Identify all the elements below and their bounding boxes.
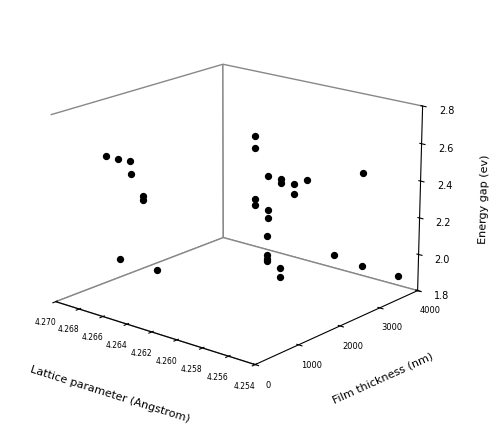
X-axis label: Lattice parameter (Angstrom): Lattice parameter (Angstrom) [29,364,191,423]
Y-axis label: Film thickness (nm): Film thickness (nm) [332,350,435,404]
